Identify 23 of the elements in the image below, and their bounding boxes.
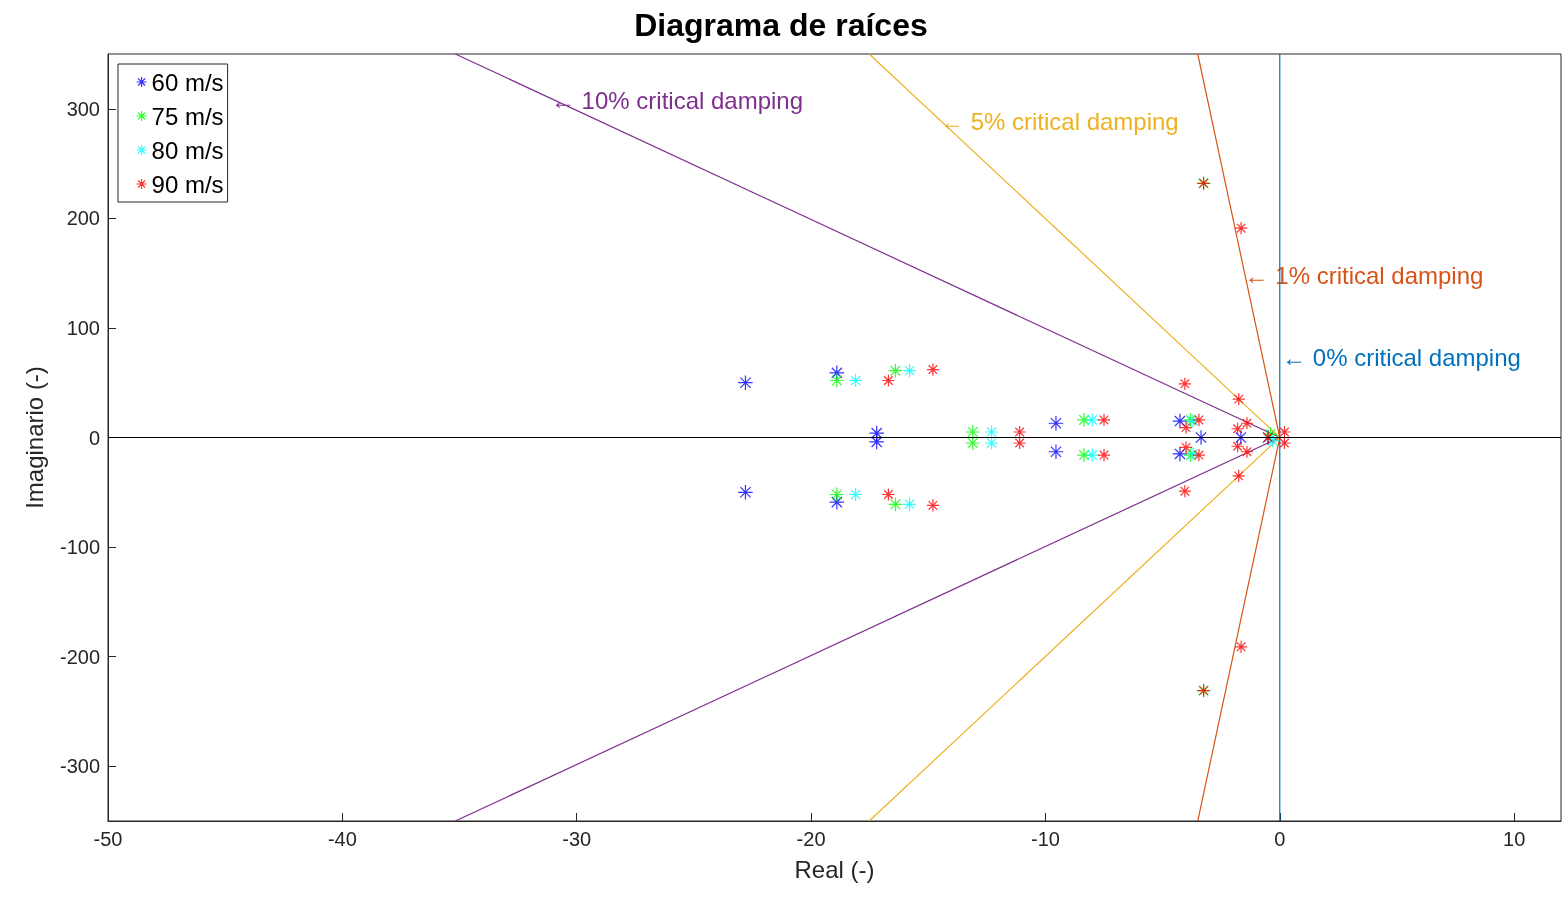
y-tick-label: 300 — [66, 97, 100, 120]
annotation: ← 0% critical damping — [1282, 344, 1521, 372]
y-tick-label: 200 — [66, 207, 100, 230]
legend-label: 60 m/s — [151, 68, 224, 96]
legend-label: 80 m/s — [151, 136, 224, 164]
x-tick-label: -40 — [327, 828, 357, 850]
y-tick-label: -100 — [59, 536, 100, 559]
chart-title: Diagrama de raíces — [634, 7, 928, 43]
x-tick-label: 10 — [1503, 828, 1526, 850]
annotation: ← 5% critical damping — [939, 108, 1179, 136]
y-tick-label: 100 — [66, 316, 100, 339]
y-tick-label: -300 — [59, 755, 100, 778]
x-tick-label: -10 — [1030, 828, 1060, 850]
x-tick-label: -30 — [562, 828, 592, 850]
y-tick-label: 0 — [88, 426, 100, 449]
x-tick-label: 0 — [1274, 828, 1286, 850]
y-axis-title: Imaginario (-) — [20, 366, 48, 509]
legend-label: 75 m/s — [151, 102, 224, 130]
y-tick-label: -200 — [59, 645, 100, 668]
x-axis-title: Real (-) — [794, 855, 875, 883]
x-tick-label: -50 — [93, 828, 123, 850]
legend-label: 90 m/s — [151, 170, 224, 198]
x-tick-label: -20 — [796, 828, 826, 850]
